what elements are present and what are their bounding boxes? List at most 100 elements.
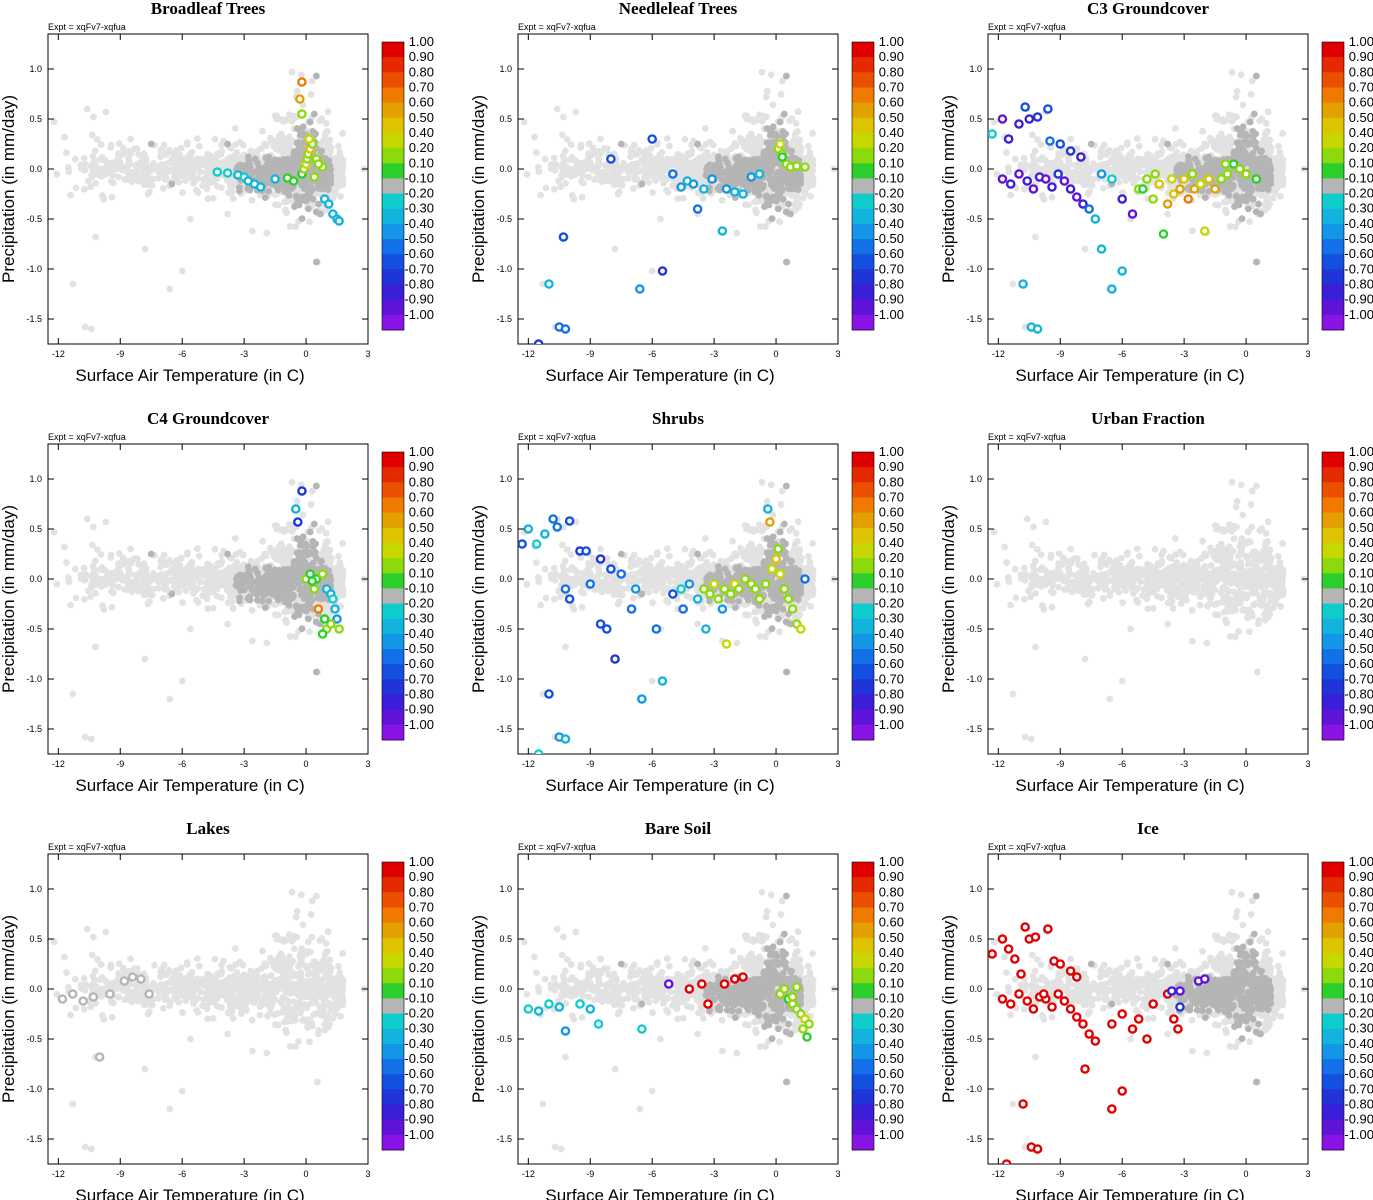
data-point [775,139,785,149]
colorbar-frame [851,41,875,331]
background-point [211,135,219,143]
neutral-point [298,215,306,223]
data-point [1043,104,1053,114]
background-point [80,154,88,162]
neutral-point [283,159,290,167]
data-point [1107,174,1117,184]
background-point [161,167,169,175]
background-point [654,156,662,164]
background-point [1067,135,1074,143]
background-point [1221,198,1228,206]
x-axis-label: Surface Air Temperature (in C) [545,366,774,385]
neutral-point [1255,200,1262,208]
background-point [194,155,201,163]
background-point [229,178,236,186]
background-point [108,193,116,201]
background-point [659,167,667,175]
neutral-point [1249,195,1257,203]
colorbar-swatch [1322,132,1344,149]
data-point [1078,199,1088,209]
colorbar-label: -1.00 [1344,307,1373,322]
background-point [96,156,104,164]
background-point [111,166,119,173]
background-point [194,598,202,606]
colorbar-label: -1.00 [404,307,434,322]
background-point [796,200,803,208]
x-tick-label: 3 [1305,349,1310,359]
background-point [616,175,624,183]
x-tick-label: -9 [116,349,124,359]
neutral-point [769,155,777,163]
neutral-point [265,153,273,161]
background-point [87,325,95,333]
colorbar: 1.000.900.800.700.600.500.400.200.10-0.1… [1321,34,1373,331]
colorbar-label: 0.40 [409,125,434,140]
neutral-point [763,192,770,200]
background-point [134,173,142,180]
colorbar-label: 0.10 [1349,155,1373,170]
neutral-point [269,167,277,175]
background-point [227,154,235,161]
background-point [183,550,191,558]
background-point [119,554,127,562]
background-point [115,153,123,161]
background-point [778,77,786,85]
neutral-point [733,161,741,169]
x-axis-label: Surface Air Temperature (in C) [1015,366,1244,385]
background-point [604,173,612,180]
colorbar-label: -0.20 [1344,186,1373,201]
neutral-point [1209,167,1217,175]
background-point [1199,127,1206,135]
background-point [729,127,736,135]
background-point [653,140,661,148]
neutral-point [315,200,322,208]
background-point [648,267,656,275]
background-point [769,101,777,109]
background-point [618,166,626,173]
background-point [115,173,122,181]
background-point [1158,147,1166,155]
background-point [631,167,639,175]
background-point [1021,323,1029,331]
background-point [179,189,186,196]
colorbar-label: -0.30 [404,201,434,216]
colorbar-swatch [1322,163,1344,179]
background-point [337,178,345,186]
panel-title: C3 Groundcover [1087,0,1209,18]
data-point [791,161,802,171]
background-point [1067,170,1074,178]
data-point [1169,189,1179,199]
neutral-point [797,180,805,187]
neutral-point [788,147,795,155]
background-point [99,168,107,176]
background-point [1224,142,1231,149]
data-point [717,226,728,236]
background-point [224,599,232,607]
neutral-point [1241,149,1249,157]
background-point [578,193,586,201]
data-point [1183,194,1194,204]
background-point [718,196,726,204]
neutral-point [315,179,322,187]
data-point [1022,176,1033,186]
background-point [628,145,635,153]
neutral-point [312,258,320,266]
experiment-label: Expt = xqFv7-xqfua [48,22,126,32]
colorbar-swatch [382,57,404,73]
background-point [1038,192,1046,199]
colorbar-swatch [382,239,404,255]
background-point [127,149,135,157]
colorbar-label: -0.30 [874,201,904,216]
colorbar-label: -0.60 [404,246,434,261]
background-point [1231,223,1239,231]
colorbar-swatch [1322,72,1344,88]
colorbar-label: 0.40 [1349,125,1373,140]
background-point [141,245,149,253]
background-point [658,148,666,156]
colorbar-label: -1.00 [874,307,904,322]
background-point [993,170,1001,178]
background-point [204,150,212,158]
background-point [590,150,598,157]
panel-title: Needleleaf Trees [619,0,738,18]
background-point [1176,138,1184,146]
